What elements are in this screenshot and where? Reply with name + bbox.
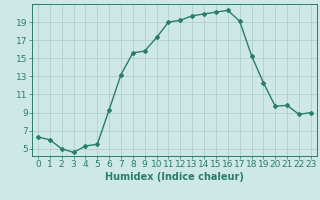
- X-axis label: Humidex (Indice chaleur): Humidex (Indice chaleur): [105, 172, 244, 182]
